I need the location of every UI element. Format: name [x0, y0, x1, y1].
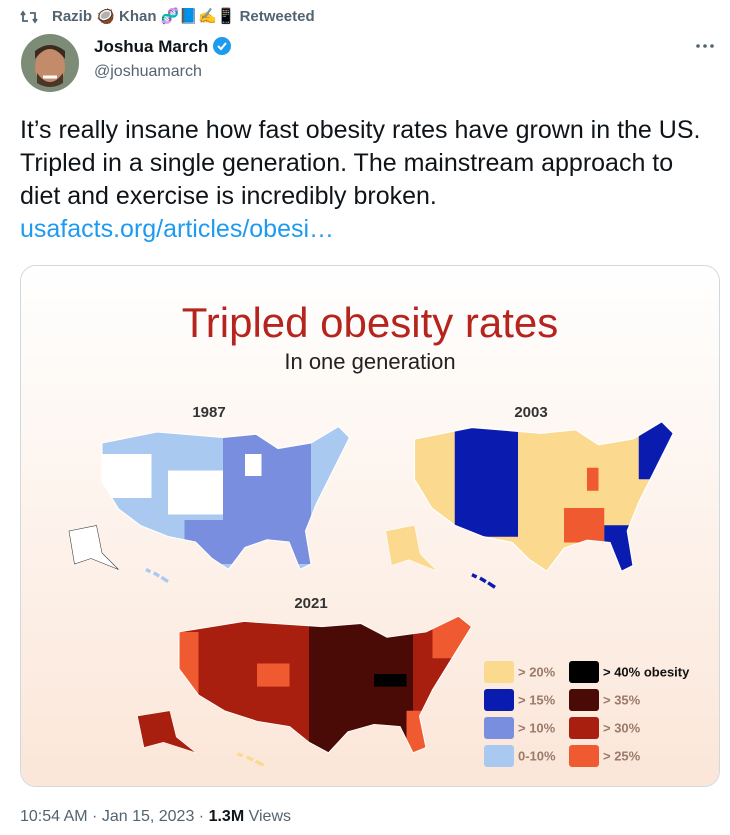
verified-badge: [213, 37, 232, 55]
avatar[interactable]: [20, 33, 80, 93]
legend-label: > 25%: [603, 748, 641, 763]
legend: > 20% > 15% > 10% 0-10% > 40% obesity > 35% > …: [484, 661, 690, 767]
retweet-label: Retweeted: [239, 8, 315, 25]
tweet-date[interactable]: Jan 15, 2023: [101, 808, 195, 825]
tweet-footer: 10:54 AM · Jan 15, 2023 · 1.3M Views: [20, 808, 291, 825]
legend-swatch: [569, 745, 599, 767]
more-menu[interactable]: [695, 42, 715, 50]
legend-label: > 40% obesity: [603, 664, 690, 679]
image-subtitle: In one generation: [284, 349, 455, 374]
author-line: Joshua March: [94, 37, 232, 57]
retweet-line: Razib 🥥 Khan 🧬📘✍️📱 Retweeted: [52, 7, 315, 25]
legend-swatch: [484, 689, 514, 711]
tweet-body: It’s really insane how fast obesity rate…: [20, 114, 715, 246]
author-name[interactable]: Joshua March: [94, 37, 209, 56]
map-year: 1987: [192, 404, 225, 421]
tweet-link[interactable]: usafacts.org/articles/obesi…: [20, 215, 335, 243]
legend-swatch: [569, 717, 599, 739]
tweet-time[interactable]: 10:54 AM: [20, 808, 88, 825]
legend-label: > 10%: [518, 720, 556, 735]
views-count: 1.3M: [208, 808, 245, 825]
legend-label: > 30%: [603, 720, 641, 735]
legend-swatch: [484, 745, 514, 767]
views-label: Views: [248, 808, 291, 825]
author-handle[interactable]: @joshuamarch: [94, 63, 202, 80]
tweet-image[interactable]: Tripled obesity rates In one generation …: [20, 265, 720, 787]
retweeter[interactable]: Razib 🥥 Khan 🧬📘✍️📱: [52, 8, 236, 25]
legend-swatch: [484, 717, 514, 739]
legend-label: > 35%: [603, 692, 641, 707]
tweet-text: It’s really insane how fast obesity rate…: [20, 116, 701, 210]
legend-label: > 20%: [518, 664, 556, 679]
map-year: 2021: [294, 595, 327, 612]
map-year: 2003: [514, 404, 547, 421]
legend-label: 0-10%: [518, 748, 556, 763]
image-title: Tripled obesity rates: [182, 299, 559, 346]
legend-swatch: [484, 661, 514, 683]
legend-label: > 15%: [518, 692, 556, 707]
legend-swatch: [569, 661, 599, 683]
legend-swatch: [569, 689, 599, 711]
retweet-icon: [20, 10, 38, 24]
